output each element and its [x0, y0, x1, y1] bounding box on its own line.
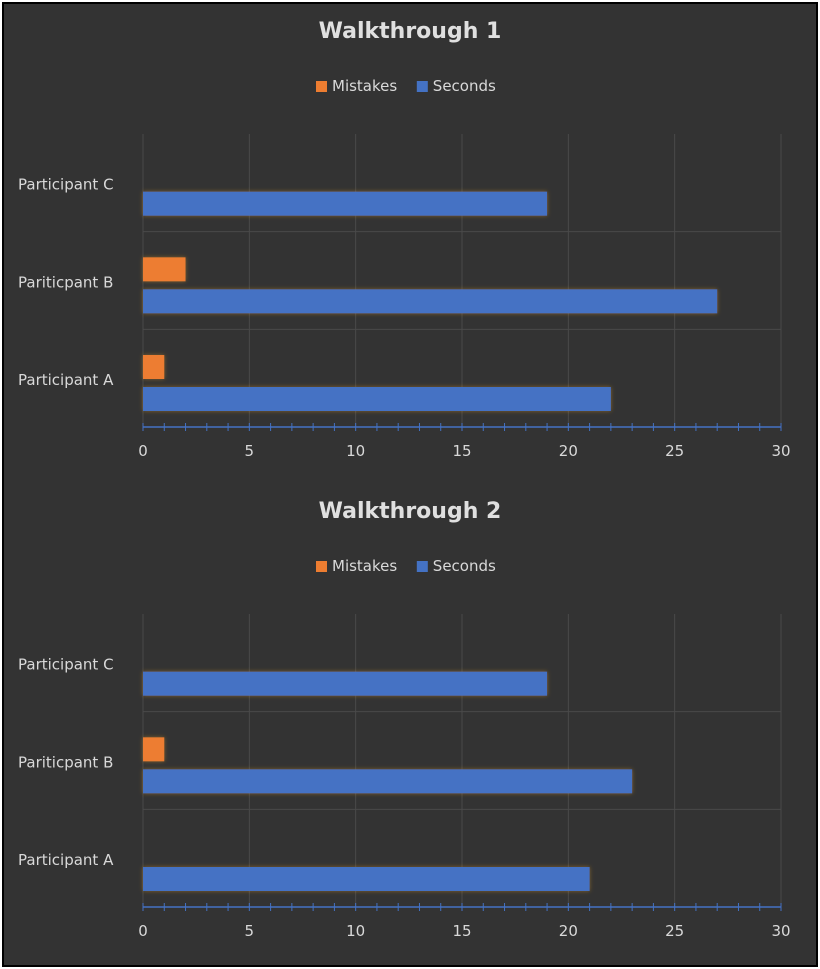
x-tick-label: 25: [665, 922, 684, 940]
charts-svg: Walkthrough 1 Mistakes Seconds Participant …: [18, 19, 791, 940]
bar-seconds: [143, 769, 633, 794]
x-tick-label: 0: [138, 922, 148, 940]
x-tick-label: 5: [245, 442, 255, 460]
legend-label-mistakes: Mistakes: [332, 77, 397, 95]
bar-mistakes: [143, 737, 165, 762]
legend-swatch-seconds: [416, 81, 428, 92]
legend-label-seconds: Seconds: [433, 77, 496, 95]
x-tick-label: 15: [452, 442, 471, 460]
x-tick-label: 20: [559, 922, 578, 940]
x-tick-label: 30: [771, 442, 790, 460]
category-label: Participant A: [18, 371, 114, 389]
chart-1: Walkthrough 1 Mistakes Seconds Participant …: [18, 19, 791, 460]
legend-label-mistakes: Mistakes: [332, 557, 397, 575]
legend-swatch-mistakes: [316, 561, 327, 572]
bar-seconds: [143, 191, 548, 216]
x-tick-label: 10: [346, 442, 365, 460]
category-label: Pariticpant B: [18, 753, 113, 771]
category-label: Participant C: [18, 656, 114, 674]
x-tick-label: 20: [559, 442, 578, 460]
chart-2: Walkthrough 2 Mistakes Seconds Participant …: [18, 499, 791, 940]
legend-swatch-mistakes: [316, 81, 327, 92]
category-label: Participant C: [18, 176, 114, 194]
x-tick-label: 5: [245, 922, 255, 940]
chart-title: Walkthrough 2: [319, 499, 502, 524]
category-label: Participant A: [18, 851, 114, 869]
chart-title: Walkthrough 1: [319, 19, 502, 44]
x-tick-label: 10: [346, 922, 365, 940]
x-tick-label: 30: [771, 922, 790, 940]
bar-seconds: [143, 289, 718, 314]
x-tick-label: 0: [138, 442, 148, 460]
x-tick-label: 15: [452, 922, 471, 940]
bar-seconds: [143, 387, 611, 411]
bar-seconds: [143, 867, 590, 891]
legend-swatch-seconds: [416, 561, 428, 572]
legend-label-seconds: Seconds: [433, 557, 496, 575]
bar-mistakes: [143, 257, 186, 282]
category-label: Pariticpant B: [18, 273, 113, 291]
bar-mistakes: [143, 355, 165, 379]
x-tick-label: 25: [665, 442, 684, 460]
bar-seconds: [143, 671, 548, 696]
